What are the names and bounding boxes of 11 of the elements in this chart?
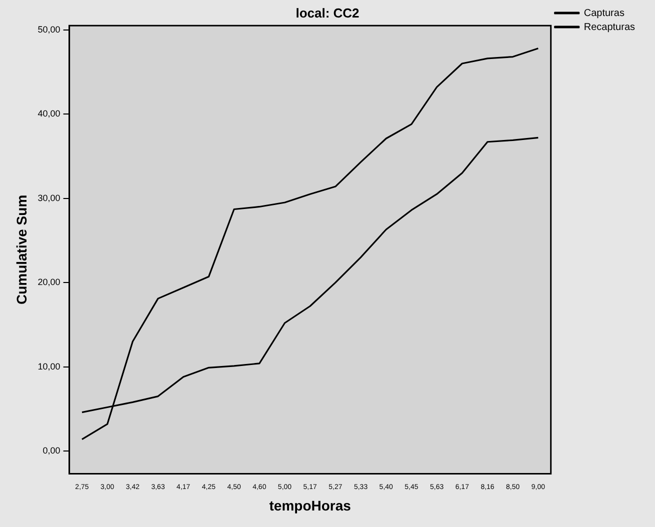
y-axis-title: Cumulative Sum <box>13 194 30 305</box>
y-tick-label: 20,00 <box>38 277 60 288</box>
y-tick-label: 40,00 <box>38 108 60 119</box>
y-tick-label: 10,00 <box>38 361 60 372</box>
legend-label: Recapturas <box>584 22 636 33</box>
y-tick-label: 30,00 <box>38 192 60 203</box>
y-tick-label: 50,00 <box>38 24 60 34</box>
y-tick-label: 0,00 <box>42 446 60 456</box>
x-axis-title: tempoHoras <box>269 497 352 514</box>
legend-label: Capturas <box>584 8 624 19</box>
chart-title: local: CC2 <box>296 5 360 20</box>
